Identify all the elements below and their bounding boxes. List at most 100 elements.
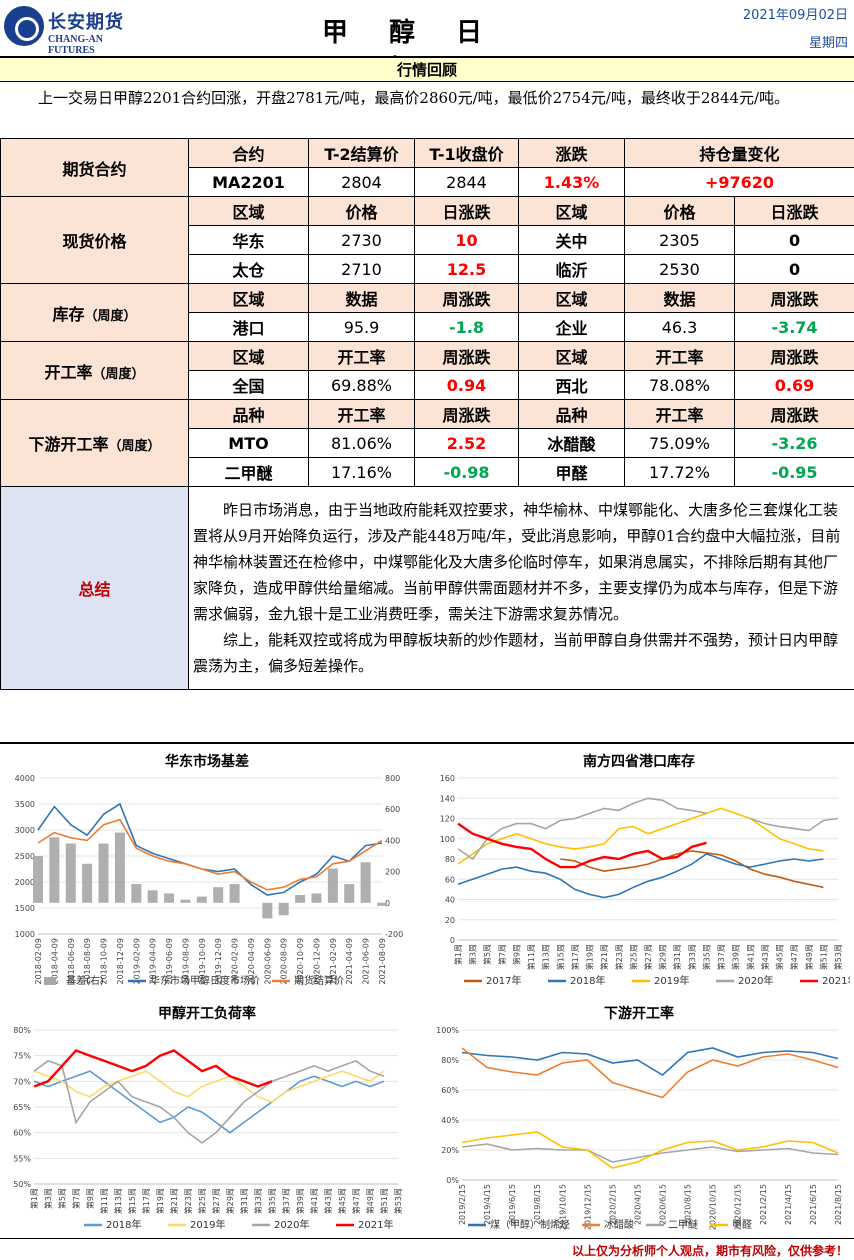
operating-header: 开工率 bbox=[308, 341, 415, 371]
x-tick-label: 第37周 bbox=[281, 1188, 291, 1214]
inventory-header: 数据 bbox=[624, 283, 735, 313]
y-tick-label: 75% bbox=[13, 1052, 31, 1061]
y-tick-label: 1500 bbox=[15, 904, 35, 913]
x-tick-label: 第7周 bbox=[71, 1188, 81, 1209]
summary-label: 总结 bbox=[0, 486, 189, 690]
series-line bbox=[457, 797, 839, 861]
operating-header: 周涨跌 bbox=[414, 341, 519, 371]
basis-bar bbox=[65, 843, 76, 903]
inventory-header: 数据 bbox=[308, 283, 415, 313]
x-tick-label: 2019-12-09 bbox=[214, 938, 223, 985]
x-tick-label: 2020/8/15 bbox=[684, 1184, 693, 1225]
y-tick-label: 60% bbox=[13, 1129, 31, 1138]
basis-bar bbox=[49, 837, 60, 903]
x-tick-label: 第7周 bbox=[497, 944, 507, 965]
futures-settle: 2804 bbox=[308, 167, 415, 197]
x-tick-label: 第19周 bbox=[155, 1188, 165, 1214]
x-tick-label: 第35周 bbox=[701, 944, 711, 970]
x-tick-label: 2019-06-09 bbox=[165, 938, 174, 985]
spot-header: 日涨跌 bbox=[414, 196, 519, 226]
y-tick-label: 60% bbox=[441, 1086, 459, 1095]
spot-change: 10 bbox=[414, 225, 519, 255]
downstream-header: 开工率 bbox=[624, 399, 735, 429]
basis-bar bbox=[180, 899, 191, 903]
x-tick-label: 第3周 bbox=[43, 1188, 53, 1209]
downstream-product: 甲醛 bbox=[518, 457, 625, 487]
x-tick-label: 2019/12/15 bbox=[583, 1184, 592, 1230]
legend-label: 甲醛 bbox=[732, 1218, 752, 1231]
series-line bbox=[457, 822, 707, 869]
x-tick-label: 2019-02-09 bbox=[132, 938, 141, 985]
x-tick-label: 第13周 bbox=[113, 1188, 123, 1214]
x-tick-label: 第29周 bbox=[225, 1188, 235, 1214]
y-tick-label: 2500 bbox=[15, 852, 35, 861]
basis-bar bbox=[344, 884, 355, 903]
series-line bbox=[461, 1143, 839, 1163]
x-tick-label: 2018-08-09 bbox=[83, 938, 92, 985]
inventory-change: -3.74 bbox=[733, 312, 854, 342]
legend-label: 煤（甲醇）制烯烃 bbox=[490, 1218, 570, 1231]
x-tick-label: 2021-06-09 bbox=[362, 938, 371, 985]
series-line bbox=[33, 1070, 385, 1103]
inventory-section-label: 库存（周度） bbox=[0, 283, 189, 342]
downstream-rate: 17.72% bbox=[624, 457, 735, 487]
x-tick-label: 第27周 bbox=[211, 1188, 221, 1214]
x-tick-label: 第13周 bbox=[541, 944, 551, 970]
legend-label: 冰醋酸 bbox=[604, 1218, 634, 1231]
y-tick-label: 40 bbox=[445, 896, 455, 905]
x-tick-label: 第43周 bbox=[323, 1188, 333, 1214]
operating-section-label: 开工率（周度） bbox=[0, 341, 189, 400]
series-line bbox=[37, 802, 383, 896]
x-tick-label: 2020-12-09 bbox=[312, 938, 321, 985]
basis-bar bbox=[229, 884, 240, 903]
y-tick-label: 1000 bbox=[15, 930, 35, 939]
x-tick-label: 2021-08-09 bbox=[378, 938, 387, 985]
x-tick-label: 2020-04-09 bbox=[247, 938, 256, 985]
chart-title: 下游开工率 bbox=[604, 1005, 674, 1022]
x-tick-label: 第25周 bbox=[197, 1188, 207, 1214]
downstream-header: 品种 bbox=[188, 399, 309, 429]
operating-header: 开工率 bbox=[624, 341, 735, 371]
y-tick-label: 100 bbox=[440, 835, 455, 844]
y-tick-label: 3000 bbox=[15, 826, 35, 835]
basis-bar bbox=[327, 868, 338, 903]
chart-methanol-operating-rate: 甲醇开工负荷率 80% 75% 70% 65% 60% 55% 50% 第1周 第3周 第5周 第7周… bbox=[4, 1000, 410, 1236]
series-line bbox=[461, 1047, 839, 1076]
legend-label: 2019年 bbox=[190, 1218, 225, 1231]
spot-region: 太仓 bbox=[188, 254, 309, 284]
x-tick-label: 2019/4/15 bbox=[483, 1184, 492, 1225]
spot-price: 2730 bbox=[308, 225, 415, 255]
basis-bar bbox=[311, 893, 322, 903]
series-line bbox=[457, 853, 824, 899]
chart-title: 南方四省港口库存 bbox=[583, 753, 695, 770]
x-tick-label: 2019/6/15 bbox=[508, 1184, 517, 1225]
inventory-sub: （周度） bbox=[84, 308, 137, 324]
basis-bar bbox=[131, 884, 142, 903]
legend-label: 期货结算价 bbox=[294, 974, 344, 987]
operating-header: 区域 bbox=[518, 341, 625, 371]
x-tick-label: 第41周 bbox=[745, 944, 755, 970]
y-tick-label: 80% bbox=[441, 1056, 459, 1065]
downstream-label: 下游开工率 bbox=[28, 435, 109, 454]
review-heading: 行情回顾 bbox=[0, 56, 854, 82]
report-header: 长安期货 CHANG-AN FUTURES 甲 醇 日 报 2021年09月02… bbox=[0, 0, 854, 85]
report-weekday: 星期四 bbox=[808, 36, 848, 51]
x-tick-label: 2020/2/15 bbox=[608, 1184, 617, 1225]
basis-bar bbox=[213, 887, 224, 903]
inventory-region: 企业 bbox=[518, 312, 625, 342]
spot-section-label: 现货价格 bbox=[0, 196, 189, 284]
futures-change: 1.43% bbox=[518, 167, 625, 197]
x-tick-label: 2019-04-09 bbox=[149, 938, 158, 985]
operating-header: 区域 bbox=[188, 341, 309, 371]
x-tick-label: 第53周 bbox=[833, 944, 843, 970]
x-tick-label: 第19周 bbox=[585, 944, 595, 970]
basis-bar bbox=[360, 862, 371, 903]
x-tick-label: 第37周 bbox=[716, 944, 726, 970]
y-tick-label: 55% bbox=[13, 1154, 31, 1163]
x-tick-label: 第47周 bbox=[789, 944, 799, 970]
inventory-header: 周涨跌 bbox=[733, 283, 854, 313]
spot-price: 2530 bbox=[624, 254, 735, 284]
x-tick-label: 第11周 bbox=[99, 1188, 109, 1214]
